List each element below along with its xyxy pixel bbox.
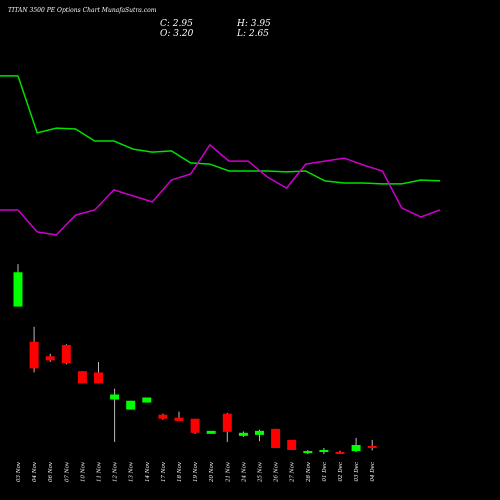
candle-body	[367, 445, 377, 448]
x-tick-label: 04 Dec	[370, 462, 376, 482]
x-tick-label: 14 Nov	[145, 461, 151, 482]
x-tick-label: 03 Dec	[354, 462, 360, 482]
candle-body	[94, 372, 103, 384]
candle-body	[271, 428, 281, 448]
x-tick-label: 26 Nov	[274, 461, 280, 483]
candle-body	[335, 452, 345, 455]
candle-body	[45, 356, 55, 361]
candle-body	[303, 451, 313, 454]
candle-body	[13, 272, 23, 307]
x-tick-label: 21 Nov	[225, 461, 231, 483]
x-tick-label: 25 Nov	[258, 461, 264, 483]
ohlc-label: H: 3.95	[236, 19, 271, 29]
candle-body	[255, 430, 264, 435]
ohlc-label: C: 2.95	[160, 19, 193, 29]
candle-body	[110, 394, 120, 400]
indicator-line	[17, 143, 441, 236]
x-tick-label: 12 Nov	[113, 461, 119, 482]
x-tick-label: 20 Nov	[209, 461, 215, 483]
indicator-line	[17, 75, 441, 185]
x-tick-label: 17 Nov	[161, 461, 167, 482]
x-tick-label: 04 Nov	[32, 461, 38, 482]
x-tick-label: 02 Dec	[338, 462, 344, 482]
x-tick-label: 01 Dec	[322, 462, 328, 482]
x-tick-label: 03 Nov	[16, 461, 22, 482]
candle-body	[206, 430, 216, 434]
x-tick-label: 19 Nov	[193, 461, 199, 482]
x-tick-label: 11 Nov	[97, 461, 103, 482]
x-tick-label: 18 Nov	[177, 461, 183, 482]
candle-body	[351, 444, 361, 452]
candle-body	[142, 397, 152, 403]
candle-body	[77, 371, 87, 384]
x-tick-label: 27 Nov	[290, 461, 296, 483]
ohlc-label: O: 3.20	[160, 29, 194, 39]
candle-body	[158, 414, 168, 419]
candle-body	[29, 341, 39, 369]
x-tick-label: 24 Nov	[241, 461, 247, 483]
candle-body	[126, 400, 136, 410]
candle-body	[222, 413, 232, 432]
x-tick-label: 28 Nov	[306, 461, 312, 483]
candle-body	[319, 450, 329, 453]
x-tick-label: 10 Nov	[80, 461, 86, 482]
candle-body	[238, 432, 248, 436]
candle-body	[190, 418, 200, 433]
candle-body	[174, 417, 184, 421]
x-tick-label: 13 Nov	[129, 461, 135, 482]
ohlc-label: L: 2.65	[236, 29, 269, 39]
chart-title: TITAN 3500 PE Options Chart MunafaSutra.…	[8, 7, 157, 14]
x-tick-label: 06 Nov	[48, 461, 54, 482]
candle-body	[287, 439, 297, 450]
candle-body	[61, 344, 71, 364]
x-tick-label: 07 Nov	[64, 461, 70, 482]
